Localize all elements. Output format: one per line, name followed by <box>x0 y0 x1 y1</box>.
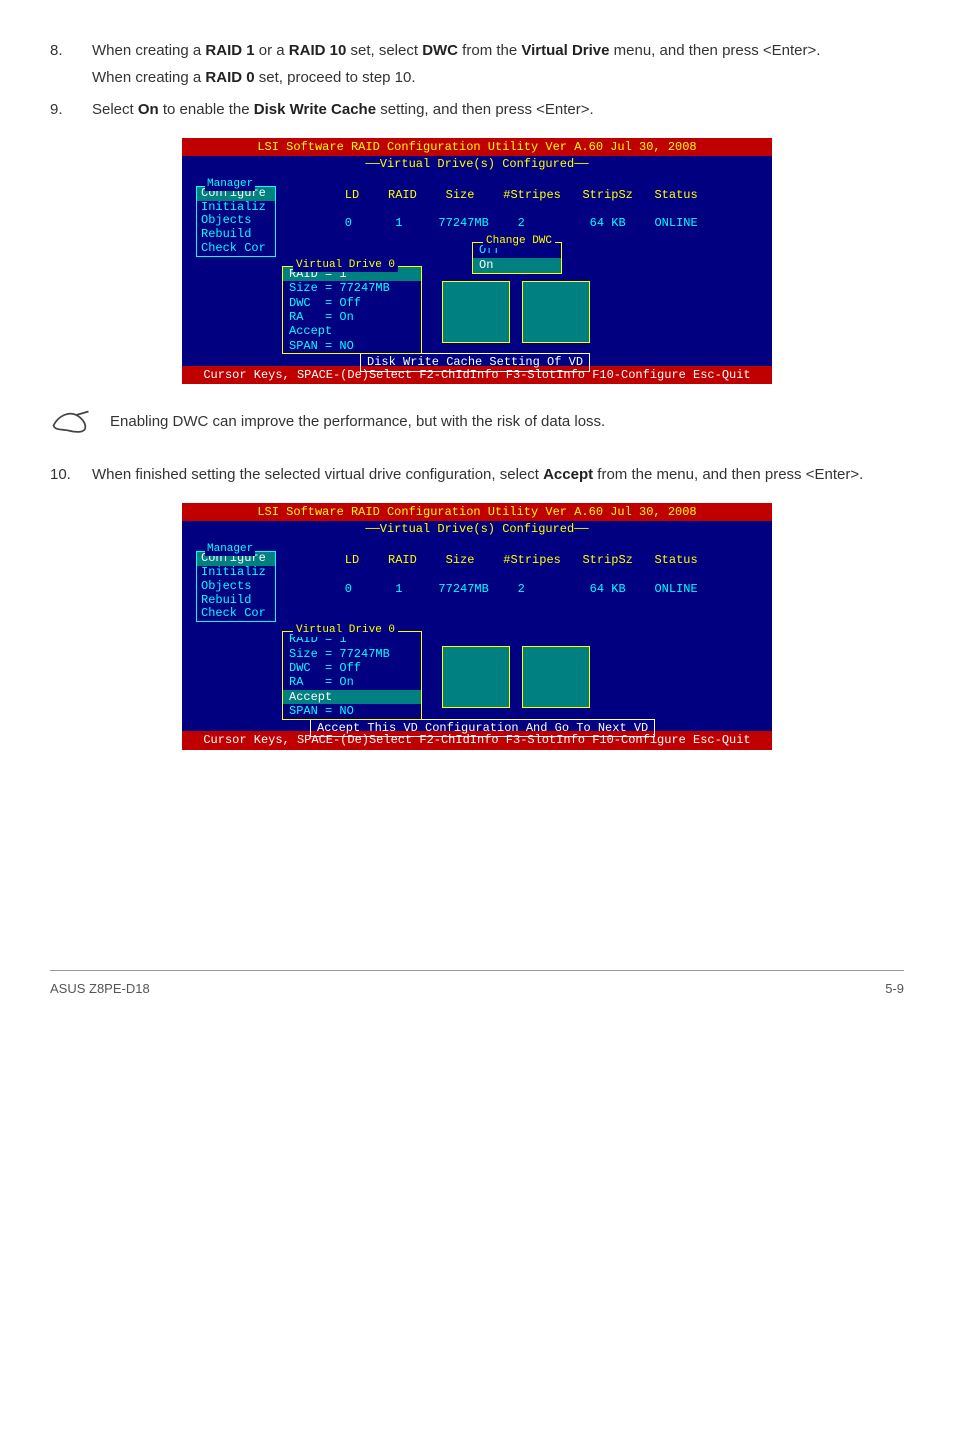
side-menu: Manager Configure Initializ Objects Rebu… <box>196 551 276 622</box>
text: Select <box>92 101 138 118</box>
menu-item-check[interactable]: Check Cor <box>197 607 275 621</box>
step-body: Select On to enable the Disk Write Cache… <box>92 99 904 126</box>
preview-box <box>442 646 510 708</box>
menu-item-initialize[interactable]: Initializ <box>197 201 275 215</box>
terminal-table: LD RAID Size #Stripes StripSz Status 0 1… <box>190 539 764 611</box>
vd-option-ra[interactable]: RA = On <box>283 310 421 324</box>
text: When creating a <box>92 42 205 59</box>
text: menu, and then press <Enter>. <box>609 42 820 59</box>
table-header: LD RAID Size #Stripes StripSz Status <box>338 553 698 567</box>
table-header: LD RAID Size #Stripes StripSz Status <box>338 188 698 202</box>
dwc-option-on[interactable]: On <box>473 258 561 273</box>
table-row: 0 1 77247MB 2 64 KB ONLINE <box>338 582 698 596</box>
step-body: When creating a RAID 1 or a RAID 10 set,… <box>92 40 904 93</box>
text: set, proceed to step 10. <box>255 69 416 86</box>
side-menu: Manager Configure Initializ Objects Rebu… <box>196 186 276 257</box>
page-footer: ASUS Z8PE-D18 5-9 <box>50 970 904 999</box>
vd-option-size[interactable]: Size = 77247MB <box>283 647 421 661</box>
terminal-screenshot-accept: LSI Software RAID Configuration Utility … <box>50 503 904 750</box>
status-message: Accept This VD Configuration And Go To N… <box>310 719 655 737</box>
menu-item-initialize[interactable]: Initializ <box>197 566 275 580</box>
text: set, select <box>346 42 422 59</box>
menu-item-objects[interactable]: Objects <box>197 214 275 228</box>
text-bold: Accept <box>543 466 593 483</box>
text: to enable the <box>159 101 254 118</box>
text: from the menu, and then press <Enter>. <box>593 466 863 483</box>
panel-label: Virtual Drive 0 <box>293 624 398 637</box>
change-dwc-panel: Change DWC Off On <box>472 242 562 274</box>
menu-item-rebuild[interactable]: Rebuild <box>197 594 275 608</box>
terminal-body: ──Virtual Drive(s) Configured── LD RAID … <box>182 521 772 731</box>
vd-option-ra[interactable]: RA = On <box>283 675 421 689</box>
text-bold: RAID 1 <box>205 42 254 59</box>
side-menu-label: Manager <box>205 178 255 191</box>
step-8: 8. When creating a RAID 1 or a RAID 10 s… <box>50 40 904 93</box>
preview-box <box>522 281 590 343</box>
text-bold: Virtual Drive <box>521 42 609 59</box>
terminal-legend: ──Virtual Drive(s) Configured── <box>190 522 764 536</box>
vd-option-span[interactable]: SPAN = NO <box>283 704 421 718</box>
side-menu-label: Manager <box>205 543 255 556</box>
preview-box <box>522 646 590 708</box>
step-number: 8. <box>50 40 92 93</box>
step-10: 10. When finished setting the selected v… <box>50 464 904 491</box>
vd-option-span[interactable]: SPAN = NO <box>283 339 421 353</box>
virtual-drive-panel: Virtual Drive 0 RAID = 1 Size = 77247MB … <box>282 631 422 719</box>
panel-label: Virtual Drive 0 <box>293 259 398 272</box>
menu-item-check[interactable]: Check Cor <box>197 242 275 256</box>
preview-box <box>442 281 510 343</box>
note-callout: Enabling DWC can improve the performance… <box>50 408 904 436</box>
vd-option-accept[interactable]: Accept <box>283 690 421 704</box>
menu-item-objects[interactable]: Objects <box>197 580 275 594</box>
text-bold: DWC <box>422 42 458 59</box>
text: setting, and then press <Enter>. <box>376 101 594 118</box>
terminal-legend: ──Virtual Drive(s) Configured── <box>190 157 764 171</box>
vd-option-size[interactable]: Size = 77247MB <box>283 281 421 295</box>
text-bold: RAID 0 <box>205 69 254 86</box>
table-row: 0 1 77247MB 2 64 KB ONLINE <box>338 216 698 230</box>
text: from the <box>458 42 521 59</box>
text: or a <box>255 42 289 59</box>
text: When finished setting the selected virtu… <box>92 466 543 483</box>
text: When creating a <box>92 69 205 86</box>
terminal-table: LD RAID Size #Stripes StripSz Status 0 1… <box>190 173 764 245</box>
note-text: Enabling DWC can improve the performance… <box>110 411 605 434</box>
vd-option-dwc[interactable]: DWC = Off <box>283 661 421 675</box>
terminal-body: ──Virtual Drive(s) Configured── LD RAID … <box>182 156 772 366</box>
step-number: 9. <box>50 99 92 126</box>
step-body: When finished setting the selected virtu… <box>92 464 904 491</box>
menu-item-rebuild[interactable]: Rebuild <box>197 228 275 242</box>
terminal-window: LSI Software RAID Configuration Utility … <box>182 503 772 750</box>
terminal-window: LSI Software RAID Configuration Utility … <box>182 138 772 385</box>
panel-label: Change DWC <box>483 235 555 248</box>
virtual-drive-panel: Virtual Drive 0 RAID = 1 Size = 77247MB … <box>282 266 422 354</box>
status-message: Disk Write Cache Setting Of VD <box>360 353 590 371</box>
footer-left: ASUS Z8PE-D18 <box>50 979 150 999</box>
step-9: 9. Select On to enable the Disk Write Ca… <box>50 99 904 126</box>
text-bold: RAID 10 <box>289 42 347 59</box>
step-number: 10. <box>50 464 92 491</box>
note-hand-icon <box>50 408 92 436</box>
footer-right: 5-9 <box>885 979 904 999</box>
terminal-screenshot-dwc: LSI Software RAID Configuration Utility … <box>50 138 904 385</box>
terminal-title: LSI Software RAID Configuration Utility … <box>182 503 772 521</box>
text-bold: Disk Write Cache <box>254 101 376 118</box>
vd-option-accept[interactable]: Accept <box>283 324 421 338</box>
text-bold: On <box>138 101 159 118</box>
vd-option-dwc[interactable]: DWC = Off <box>283 296 421 310</box>
terminal-title: LSI Software RAID Configuration Utility … <box>182 138 772 156</box>
